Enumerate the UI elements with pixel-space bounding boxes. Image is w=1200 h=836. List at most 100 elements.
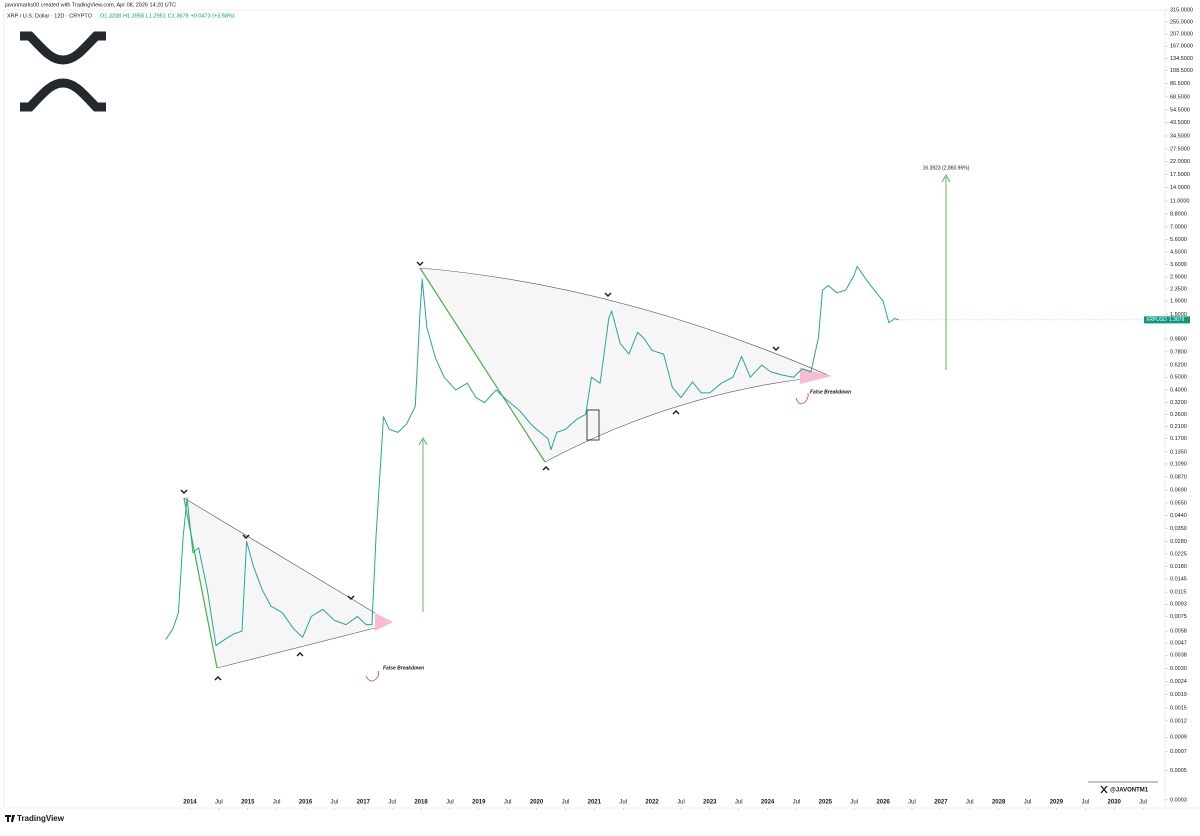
x-tick-label: Jul	[1024, 800, 1032, 806]
price-tag: XRPUSD 1.3679	[1144, 316, 1190, 324]
y-tick-label: 108.5000	[1170, 68, 1193, 74]
x-tick-label: Jul	[735, 800, 743, 806]
y-tick-label: 3.6000	[1170, 262, 1187, 268]
y-tick-label: 0.0115	[1170, 590, 1186, 596]
y-tick-label: 0.6200	[1170, 362, 1187, 368]
brand: TradingView	[17, 814, 65, 823]
ohlc-value: O1.3208	[100, 13, 121, 19]
y-tick-label: 4.5000	[1170, 249, 1187, 255]
y-tick-label: 2.9000	[1170, 275, 1187, 281]
y-tick-label: 0.0009	[1170, 735, 1187, 741]
y-tick-label: 0.5000	[1170, 375, 1187, 381]
triangle-fill	[184, 498, 375, 668]
y-tick-label: 27.5000	[1170, 146, 1190, 152]
trendline	[419, 267, 831, 377]
y-tick-label: 7.0000	[1170, 224, 1187, 230]
y-tick-label: 0.0225	[1170, 551, 1187, 557]
x-tick-label: 2021	[588, 800, 602, 806]
ohlc-row: O1.3208 H1.3958 L1.2951 C1.3679 +0.0473 (+3.…	[100, 13, 235, 19]
y-tick-label: 54.5000	[1170, 107, 1190, 113]
y-tick-label: 0.2600	[1170, 412, 1187, 418]
x-tick-label: Jul	[273, 800, 281, 806]
y-tick-label: 22.0000	[1170, 159, 1190, 165]
x-tick-label: Jul	[504, 800, 512, 806]
x-tick-label: 2014	[183, 800, 197, 806]
breakdown-curve	[365, 670, 380, 682]
x-tick-label: Jul	[388, 800, 396, 806]
y-tick-label: 0.0440	[1170, 513, 1187, 519]
y-tick-label: 0.0012	[1170, 718, 1187, 724]
y-tick-label: 86.5000	[1170, 81, 1190, 87]
trendline	[183, 497, 376, 614]
ohlc-value: H1.3958	[123, 13, 144, 19]
y-tick-label: 0.0870	[1170, 474, 1187, 480]
x-tick-label: Jul	[446, 800, 454, 806]
y-tick-label: 0.4000	[1170, 387, 1187, 393]
swing-line	[183, 497, 218, 669]
y-tick-label: 0.0075	[1170, 614, 1187, 620]
x-icon	[1100, 785, 1108, 794]
y-tick-label: 315.0000	[1170, 7, 1193, 13]
x-tick-label: 2022	[645, 800, 659, 806]
brand-logo	[5, 815, 15, 822]
x-tick-label: 2024	[761, 800, 775, 806]
y-tick-label: 255.0000	[1170, 19, 1193, 25]
y-tick-label: 8.8000	[1170, 211, 1187, 217]
x-tick-label: Jul	[619, 800, 627, 806]
x-tick-label: Jul	[793, 800, 801, 806]
swing-line	[419, 267, 546, 463]
y-tick-label: 0.1350	[1170, 449, 1187, 455]
ohlc-value: +0.0473 (+3.58%)	[191, 13, 235, 19]
x-tick-label: Jul	[966, 800, 974, 806]
tag-box	[1166, 316, 1190, 324]
y-tick-label: 0.0145	[1170, 576, 1187, 582]
y-tick-label: 0.0007	[1170, 749, 1187, 755]
x-tick-label: 2015	[241, 800, 255, 806]
y-tick-label: 0.0350	[1170, 526, 1187, 532]
y-tick-label: 0.0019	[1170, 692, 1187, 698]
y-tick-label: 0.0015	[1170, 706, 1187, 712]
y-tick-label: 134.5000	[1170, 56, 1193, 62]
y-tick-label: 68.5000	[1170, 94, 1190, 100]
annotation: False Breakdown	[383, 665, 424, 671]
y-tick-label: 0.0047	[1170, 641, 1187, 647]
x-tick-label: Jul	[215, 800, 223, 806]
x-tick-label: Jul	[1081, 800, 1089, 806]
tag-box	[1144, 316, 1166, 324]
x-tick-label: Jul	[908, 800, 916, 806]
y-tick-label: 1.9000	[1170, 299, 1187, 305]
y-tick-label: 0.0180	[1170, 564, 1187, 570]
trendline	[216, 627, 376, 669]
apex-marker	[375, 613, 393, 631]
tag-symbol: XRPUSD	[1146, 317, 1167, 323]
apex-marker	[800, 368, 832, 384]
x-tick-label: 2030	[1107, 800, 1121, 806]
y-tick-label: 0.0005	[1170, 768, 1187, 774]
x-tick-label: 2026	[876, 800, 890, 806]
x-tick-label: 2017	[357, 800, 371, 806]
x-tick-label: 2028	[992, 800, 1006, 806]
ohlc-value: C1.3679	[168, 13, 189, 19]
y-tick-label: 0.0030	[1170, 666, 1187, 672]
x-tick-label: Jul	[850, 800, 858, 806]
trendline	[544, 375, 831, 463]
plot	[165, 265, 1165, 647]
y-tick-label: 2.3500	[1170, 287, 1187, 293]
x-tick-label: Jul	[677, 800, 685, 806]
y-tick-label: 17.5000	[1170, 172, 1190, 178]
y-tick-label: 0.0003	[1170, 797, 1187, 803]
price-line	[165, 265, 899, 647]
y-tick-label: 0.0058	[1170, 629, 1187, 635]
x-tick-label: 2023	[703, 800, 717, 806]
xrp-logo	[20, 31, 106, 112]
arrow-head	[941, 174, 951, 183]
tag-price: 1.3679	[1169, 317, 1185, 323]
y-tick-label: 0.2100	[1170, 424, 1187, 430]
attribution: javonmarks00 created with TradingView.co…	[4, 2, 176, 8]
y-tick-label: 0.7800	[1170, 349, 1187, 355]
arrow-head	[418, 437, 428, 446]
y-tick-label: 43.5000	[1170, 120, 1190, 126]
target-annotation: 16.3923 (2,860.96%)	[923, 165, 970, 171]
